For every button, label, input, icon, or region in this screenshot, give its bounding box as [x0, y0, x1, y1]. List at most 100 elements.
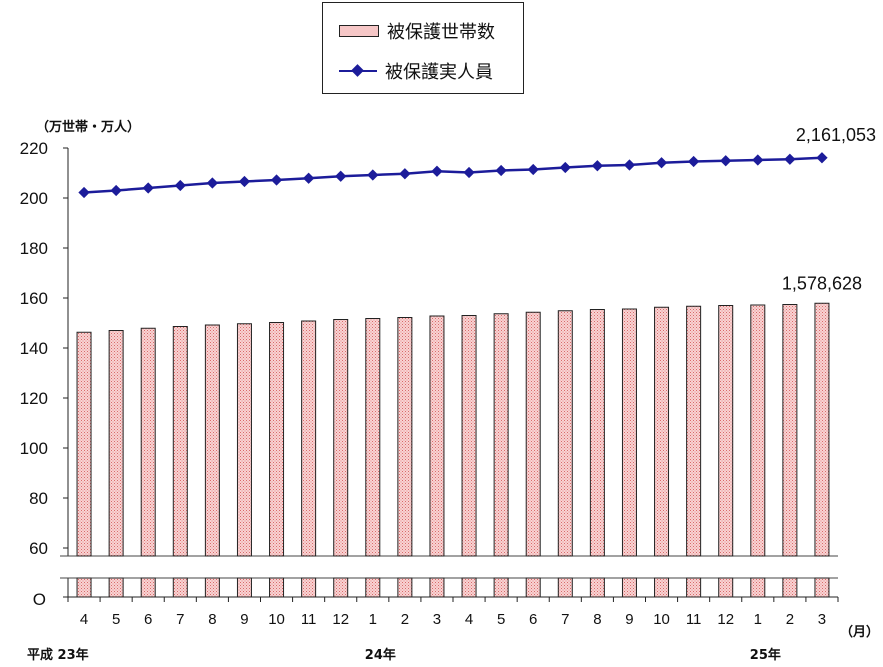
bar	[461, 315, 477, 557]
bar-base	[718, 577, 734, 598]
legend-item-bars: 被保護世帯数	[339, 17, 495, 45]
bar-base	[525, 577, 541, 598]
bar-base	[140, 577, 156, 598]
x-tick-label: 8	[208, 611, 216, 628]
line-point	[206, 177, 219, 189]
bar-base	[621, 577, 637, 598]
bar	[76, 331, 92, 557]
legend-item-line: 被保護実人員	[339, 57, 493, 85]
line-point	[463, 166, 475, 179]
x-tick-label: 12	[332, 611, 349, 628]
legend: 被保護世帯数 被保護実人員	[322, 2, 524, 94]
x-tick-label: 1	[754, 611, 762, 628]
x-tick-label: 12	[717, 611, 734, 628]
line-point	[784, 153, 796, 165]
bar	[204, 324, 220, 557]
bar-swatch-icon	[339, 25, 379, 37]
bar-base	[236, 577, 252, 598]
x-tick-label: 10	[653, 611, 670, 628]
bar-base	[493, 577, 509, 598]
line-point	[367, 169, 379, 181]
line-point	[431, 165, 443, 177]
bar	[782, 304, 798, 557]
y-tick-label: 60	[29, 539, 48, 558]
bar	[814, 302, 830, 557]
bar-base	[204, 577, 220, 598]
series-line	[83, 156, 823, 194]
line-swatch-icon	[339, 64, 377, 78]
x-tick-label: 5	[112, 611, 120, 628]
y-tick-label: 160	[20, 289, 48, 308]
line-series	[78, 152, 828, 199]
x-tick-label: 2	[786, 611, 794, 628]
line-point	[78, 186, 90, 199]
bar	[236, 323, 252, 557]
x-tick-label: 4	[465, 611, 473, 628]
bar-end-label: 1,578,628	[782, 273, 862, 293]
bar	[172, 326, 188, 557]
x-tick-label: 3	[818, 611, 826, 628]
x-tick-label: 6	[144, 611, 152, 628]
year-label: 25年	[750, 647, 781, 663]
bar-base	[333, 577, 349, 598]
line-point	[752, 154, 764, 166]
x-tick-label: 8	[593, 611, 601, 628]
line-end-label: 2,161,053	[796, 125, 876, 145]
y-tick-label: 180	[20, 239, 48, 258]
bar	[333, 319, 349, 557]
x-tick-label: 4	[80, 611, 88, 628]
line-point	[655, 157, 668, 169]
x-tick-label: 1	[369, 611, 377, 628]
line-point	[142, 182, 154, 194]
bar	[365, 318, 381, 557]
bar	[718, 305, 734, 557]
bars-series	[76, 302, 830, 598]
bar-base	[76, 577, 92, 598]
x-tick-label: 2	[401, 611, 409, 628]
bar-base	[269, 577, 285, 598]
bar	[750, 304, 766, 557]
bar	[525, 311, 541, 557]
line-point	[174, 179, 186, 192]
axes: 60 80 100 120 140 160 180 200 220 O	[20, 139, 839, 609]
line-point	[527, 163, 539, 176]
line-point	[399, 168, 411, 180]
x-tick-label: 11	[301, 611, 317, 628]
line-point	[270, 174, 283, 186]
bar-base	[654, 577, 670, 598]
line-point	[623, 159, 636, 171]
bar	[654, 306, 670, 557]
bar-base	[557, 577, 573, 598]
y-tick-label: 140	[20, 339, 48, 358]
bar-base	[782, 577, 798, 598]
line-point	[591, 160, 604, 172]
bar-base	[108, 577, 124, 598]
bar	[686, 305, 702, 557]
x-tick-label: 7	[176, 611, 184, 628]
line-point	[495, 164, 507, 177]
bar	[493, 313, 509, 557]
x-tick-label: 9	[625, 611, 633, 628]
bar	[269, 322, 285, 557]
line-point	[687, 155, 700, 168]
y-tick-label: 80	[29, 489, 48, 508]
y-tick-label: 200	[20, 189, 48, 208]
line-point	[720, 155, 732, 167]
x-tick-label: 11	[686, 611, 702, 628]
line-point	[302, 172, 315, 184]
y-tick-label: 100	[20, 439, 48, 458]
line-point	[110, 184, 122, 197]
line-point	[238, 175, 251, 188]
bar	[429, 315, 445, 557]
bar-base	[429, 577, 445, 598]
x-tick-label: 6	[529, 611, 537, 628]
year-label: 平成 23年	[27, 647, 89, 663]
bar	[140, 327, 156, 557]
legend-line-label: 被保護実人員	[385, 62, 493, 83]
bar-base	[686, 577, 702, 598]
bar	[301, 320, 317, 557]
bar	[589, 309, 605, 557]
y-tick-label: 220	[20, 139, 48, 158]
bar-base	[172, 577, 188, 598]
